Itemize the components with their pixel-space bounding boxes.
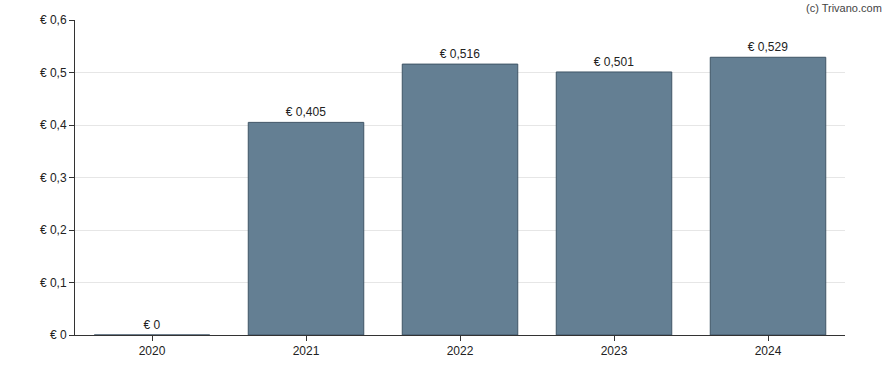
svg-text:€ 0: € 0 <box>143 318 160 332</box>
svg-text:(c) Trivano.com: (c) Trivano.com <box>806 2 882 14</box>
svg-text:2024: 2024 <box>755 344 782 358</box>
svg-text:2020: 2020 <box>139 344 166 358</box>
svg-text:2021: 2021 <box>293 344 320 358</box>
svg-text:2023: 2023 <box>601 344 628 358</box>
svg-text:€ 0,1: € 0,1 <box>40 276 67 290</box>
svg-text:€ 0,3: € 0,3 <box>40 171 67 185</box>
svg-text:€ 0,529: € 0,529 <box>748 40 788 54</box>
svg-text:€ 0,501: € 0,501 <box>594 55 634 69</box>
svg-text:€ 0,6: € 0,6 <box>40 13 67 27</box>
svg-text:€ 0,516: € 0,516 <box>440 47 480 61</box>
svg-text:€ 0,4: € 0,4 <box>40 118 67 132</box>
svg-text:€ 0,5: € 0,5 <box>40 66 67 80</box>
svg-text:€ 0: € 0 <box>50 328 67 342</box>
svg-text:€ 0,405: € 0,405 <box>286 105 326 119</box>
svg-text:2022: 2022 <box>447 344 474 358</box>
svg-text:€ 0,2: € 0,2 <box>40 223 67 237</box>
